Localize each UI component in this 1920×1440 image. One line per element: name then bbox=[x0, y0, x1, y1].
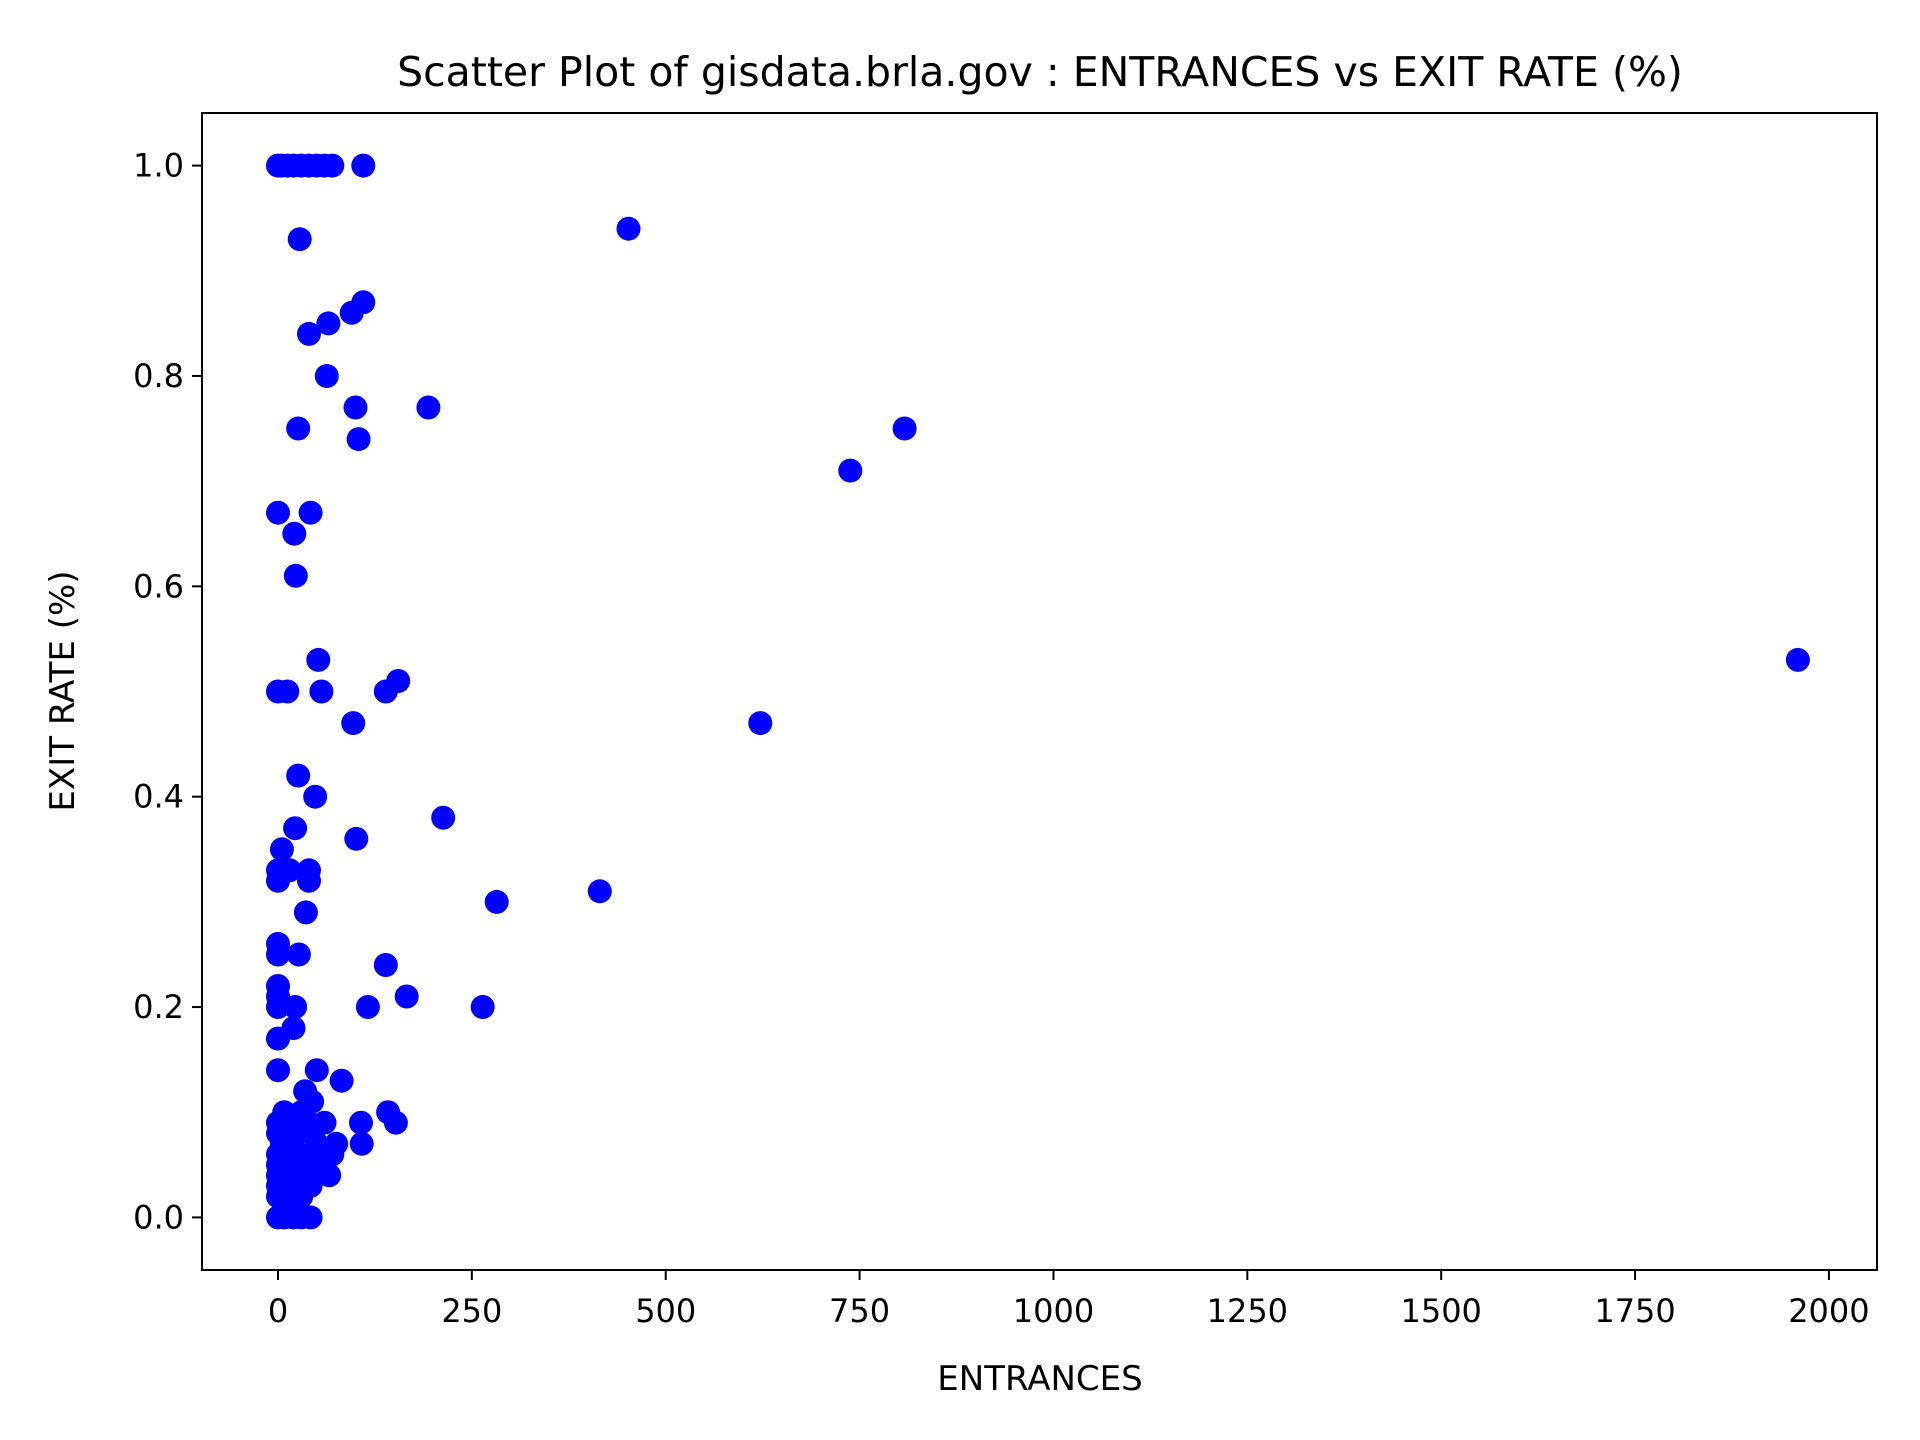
data-point bbox=[314, 364, 339, 388]
data-point bbox=[386, 669, 411, 693]
data-point bbox=[297, 868, 321, 893]
x-tick-label: 1500 bbox=[1400, 1292, 1481, 1330]
y-tick-label: 0.0 bbox=[133, 1198, 184, 1236]
x-tick-label: 750 bbox=[829, 1292, 890, 1330]
data-point bbox=[351, 290, 376, 315]
y-tick-label: 0.4 bbox=[133, 778, 184, 816]
x-tick-label: 1000 bbox=[1013, 1292, 1094, 1330]
x-tick-label: 1750 bbox=[1594, 1292, 1675, 1330]
data-point bbox=[346, 427, 371, 452]
data-point bbox=[282, 521, 307, 546]
data-point bbox=[269, 837, 294, 862]
data-point bbox=[297, 321, 321, 346]
chart-title: Scatter Plot of gisdata.brla.gov : ENTRA… bbox=[397, 48, 1683, 96]
y-tick-label: 0.6 bbox=[133, 567, 184, 605]
data-point bbox=[344, 826, 369, 851]
data-point bbox=[286, 763, 311, 788]
data-point bbox=[266, 995, 290, 1019]
data-point bbox=[838, 458, 863, 483]
data-point bbox=[587, 879, 612, 904]
data-point bbox=[304, 1058, 329, 1083]
data-point bbox=[286, 416, 311, 441]
data-point bbox=[309, 679, 334, 704]
data-point bbox=[287, 227, 312, 252]
data-point bbox=[283, 816, 308, 841]
data-point bbox=[748, 711, 773, 736]
data-point bbox=[306, 647, 331, 672]
data-point bbox=[1785, 647, 1810, 672]
data-point bbox=[470, 995, 495, 1019]
data-point bbox=[329, 1068, 354, 1093]
x-tick-label: 0 bbox=[268, 1292, 288, 1330]
y-axis-title: EXIT RATE (%) bbox=[43, 570, 83, 811]
data-point bbox=[394, 984, 419, 1009]
x-tick-label: 2000 bbox=[1788, 1292, 1869, 1330]
data-point bbox=[283, 563, 308, 588]
data-point bbox=[266, 1026, 290, 1051]
data-point bbox=[275, 679, 300, 704]
data-point bbox=[317, 1163, 342, 1188]
data-point bbox=[316, 311, 341, 336]
data-point bbox=[298, 1205, 323, 1230]
data-point bbox=[303, 784, 328, 809]
plot-frame bbox=[201, 112, 1878, 1271]
data-point bbox=[892, 416, 917, 441]
data-point bbox=[416, 395, 441, 420]
data-point bbox=[431, 805, 456, 830]
data-point bbox=[320, 153, 345, 178]
x-tick-label: 500 bbox=[635, 1292, 696, 1330]
y-tick-label: 0.2 bbox=[133, 988, 184, 1026]
data-point bbox=[373, 953, 398, 977]
data-point bbox=[349, 1131, 374, 1156]
data-point bbox=[383, 1110, 408, 1135]
x-axis-ticks: 0 250 500 750 1000 1250 1500 1750 2000 bbox=[268, 1270, 1870, 1330]
data-point bbox=[616, 216, 641, 241]
y-tick-label: 0.8 bbox=[133, 357, 184, 395]
data-point bbox=[266, 1058, 290, 1083]
data-point bbox=[484, 889, 509, 914]
data-point bbox=[355, 995, 380, 1019]
points-layer bbox=[266, 153, 1810, 1230]
x-tick-label: 250 bbox=[441, 1292, 502, 1330]
data-point bbox=[351, 153, 376, 178]
y-tick-label: 1.0 bbox=[133, 147, 184, 185]
data-point bbox=[286, 942, 311, 967]
data-point bbox=[343, 395, 368, 420]
data-point bbox=[266, 500, 290, 525]
data-point bbox=[298, 500, 323, 525]
data-point bbox=[341, 711, 366, 736]
data-point bbox=[266, 942, 290, 967]
x-axis-title: ENTRANCES bbox=[937, 1359, 1142, 1399]
data-point bbox=[289, 1184, 314, 1209]
data-point bbox=[293, 900, 318, 925]
data-point bbox=[283, 995, 308, 1019]
y-axis-ticks: 0.0 0.2 0.4 0.6 0.8 1.0 bbox=[133, 147, 202, 1236]
x-tick-label: 1250 bbox=[1207, 1292, 1288, 1330]
data-point bbox=[349, 1110, 373, 1135]
data-point bbox=[277, 858, 302, 883]
